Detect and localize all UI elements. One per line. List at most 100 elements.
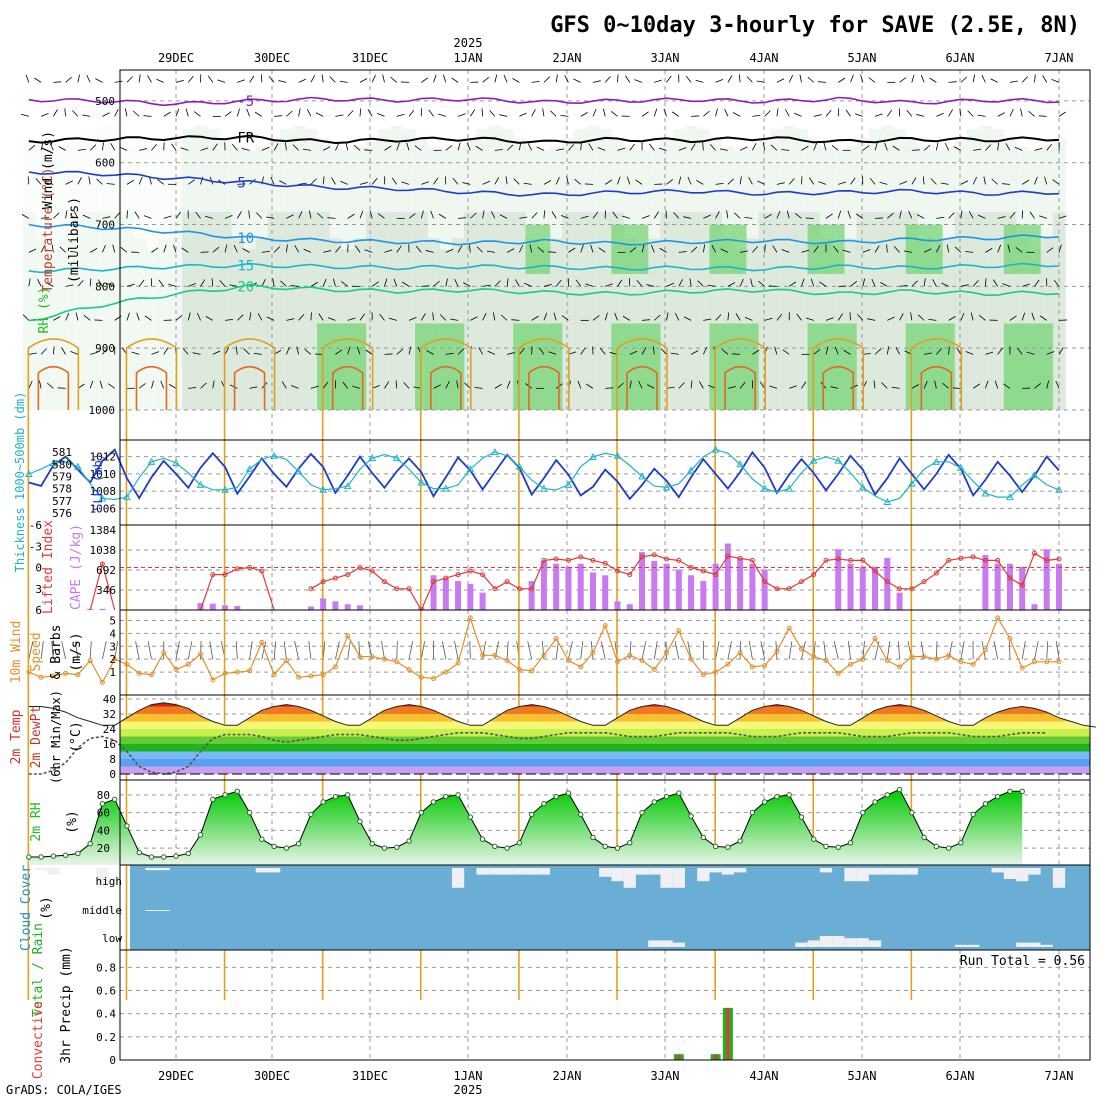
wind-barb bbox=[131, 351, 140, 355]
li-point bbox=[921, 579, 927, 585]
wind-barb bbox=[28, 248, 37, 253]
ylabel-slp: SLP (mb) bbox=[91, 453, 105, 511]
li-point bbox=[762, 579, 768, 585]
cape-tick: 1384 bbox=[90, 524, 117, 537]
wind-barb bbox=[776, 78, 785, 83]
wind-barb bbox=[577, 380, 582, 389]
isotherm-line bbox=[28, 170, 1060, 197]
wind-barb bbox=[40, 142, 44, 151]
wind-speed-point bbox=[725, 661, 731, 667]
wind-barb bbox=[831, 145, 839, 151]
cloud-bar bbox=[1052, 868, 1066, 888]
cloud-bar bbox=[255, 868, 268, 873]
wind-barb bbox=[433, 280, 440, 287]
wind-barb bbox=[862, 353, 871, 355]
cape-bar bbox=[859, 566, 866, 610]
thickness-point bbox=[74, 462, 82, 470]
wind-barb bbox=[789, 385, 797, 389]
wind-barb bbox=[112, 244, 116, 253]
bottom-day-label: 2JAN bbox=[553, 1069, 582, 1083]
wind-barb bbox=[279, 180, 287, 185]
wind-speed-point bbox=[627, 652, 633, 658]
wind-barb bbox=[855, 113, 863, 117]
wind-barb bbox=[188, 387, 197, 389]
cloud-bar bbox=[500, 868, 514, 875]
cape-bar bbox=[639, 552, 646, 610]
wind-barb bbox=[470, 212, 477, 219]
wind-barb bbox=[948, 109, 953, 117]
cape-bar bbox=[540, 560, 547, 610]
wind-barb bbox=[1021, 76, 1028, 83]
cape-bar bbox=[565, 566, 572, 610]
wind-barb bbox=[494, 177, 500, 185]
li-point bbox=[737, 555, 743, 561]
wind-barb bbox=[294, 245, 299, 253]
slp-tick: 1010 bbox=[90, 468, 117, 481]
wind-speed-point bbox=[737, 650, 743, 656]
rh-shade bbox=[255, 238, 269, 410]
bottom-year-label: 2025 bbox=[454, 1083, 483, 1097]
wind-barb bbox=[51, 641, 54, 660]
wind-barb bbox=[1058, 111, 1066, 117]
ylabel-temp: Temperature (°C) bbox=[41, 167, 56, 292]
wind-barb bbox=[884, 142, 888, 151]
rh-point bbox=[982, 801, 989, 807]
wind-barb bbox=[138, 74, 141, 83]
wind-barb bbox=[138, 176, 143, 185]
wind-barb bbox=[611, 111, 618, 117]
temp-bands bbox=[120, 702, 1090, 774]
cloud-bar bbox=[1028, 942, 1041, 947]
wind-speed-point bbox=[786, 625, 792, 631]
li-tick: 3 bbox=[35, 583, 42, 596]
wind-barb bbox=[1058, 215, 1067, 219]
wind-barb bbox=[641, 215, 650, 219]
rh-point bbox=[663, 793, 670, 800]
wind-barb bbox=[474, 387, 483, 389]
wind-speed-point bbox=[87, 657, 93, 663]
wind-barb bbox=[707, 284, 716, 287]
rh-shade bbox=[22, 212, 36, 410]
wind-barb bbox=[235, 346, 238, 355]
wind-barb bbox=[261, 641, 267, 660]
wind-barb bbox=[77, 280, 84, 287]
top-day-label: 29DEC bbox=[158, 51, 194, 65]
wind-barb bbox=[175, 80, 184, 83]
ylabel-cloud: Cloud Cover bbox=[19, 865, 34, 951]
rh-shade bbox=[770, 212, 784, 410]
wind-speed-point bbox=[565, 657, 571, 663]
wind-barb bbox=[270, 176, 275, 185]
wind-barb bbox=[266, 316, 275, 321]
wind-barb bbox=[402, 281, 410, 287]
isotherm-line bbox=[616, 338, 668, 1000]
wind-barb bbox=[396, 348, 404, 355]
wind-barb bbox=[678, 382, 685, 389]
wind-barb bbox=[1020, 108, 1023, 117]
wind-barb bbox=[732, 112, 741, 117]
wind-barb bbox=[45, 182, 54, 185]
cape-bar bbox=[982, 555, 989, 610]
rh-tick: 80 bbox=[97, 789, 110, 802]
wind-barb bbox=[352, 385, 361, 389]
li-point bbox=[933, 570, 939, 576]
wind-barb bbox=[65, 76, 72, 83]
rh-point bbox=[283, 845, 290, 851]
wind-barb bbox=[934, 380, 937, 389]
wind-speed-point bbox=[185, 661, 191, 667]
wind-barb bbox=[727, 312, 730, 321]
wind-barb bbox=[51, 244, 54, 253]
top-day-label: 5JAN bbox=[848, 51, 877, 65]
wind-barb bbox=[670, 352, 679, 355]
wind-barb bbox=[564, 75, 569, 83]
wind-barb bbox=[1039, 315, 1047, 321]
wind-barb bbox=[702, 244, 706, 253]
wind-barb bbox=[89, 380, 94, 389]
wind-barb bbox=[959, 108, 962, 117]
wind-barb bbox=[586, 383, 594, 389]
isotherm-line bbox=[331, 365, 364, 410]
wind-barb bbox=[972, 74, 976, 83]
wind-barb bbox=[345, 142, 349, 151]
wind-barb bbox=[911, 74, 915, 83]
wind-barb bbox=[762, 142, 766, 151]
wind-barb bbox=[929, 77, 937, 83]
wind-barb bbox=[825, 109, 832, 117]
